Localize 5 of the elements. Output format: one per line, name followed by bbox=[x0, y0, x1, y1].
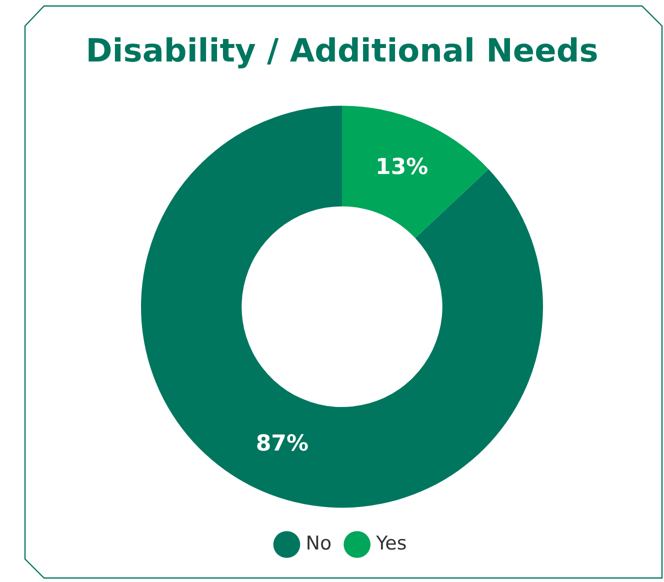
data-label: 87% bbox=[256, 432, 308, 457]
chart-title: Disability / Additional Needs bbox=[86, 32, 598, 70]
data-label: 13% bbox=[376, 155, 428, 180]
legend-label: Yes bbox=[375, 532, 407, 554]
legend-label: No bbox=[306, 532, 332, 554]
